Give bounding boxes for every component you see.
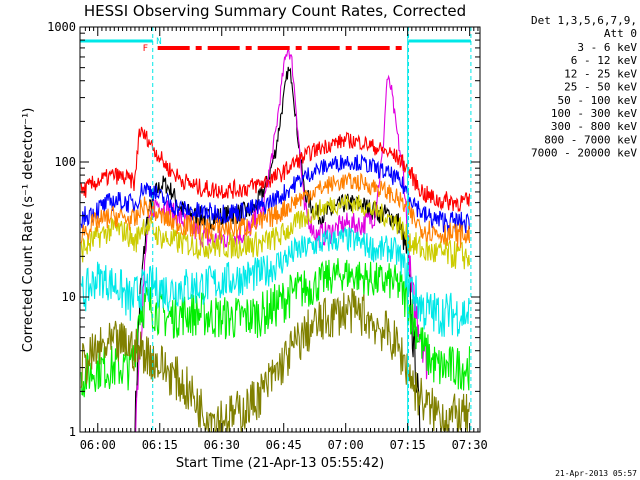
legend-entry-5: 50 - 100 keV — [558, 94, 638, 107]
y-tick-label: 1 — [69, 425, 76, 439]
legend-entry-3: 12 - 25 keV — [564, 67, 637, 80]
series-layer — [80, 48, 471, 433]
x-tick-label: 07:00 — [328, 438, 364, 452]
legend-entry-9: 7000 - 20000 keV — [531, 147, 637, 160]
legend-entry-8: 800 - 7000 keV — [544, 133, 637, 146]
y-tick-label: 100 — [54, 155, 76, 169]
flag-label-n: N — [156, 37, 161, 47]
chart-title: HESSI Observing Summary Count Rates, Cor… — [84, 2, 466, 20]
y-tick-label: 10 — [62, 290, 76, 304]
series-line-1 — [134, 66, 421, 433]
series-line-5 — [80, 194, 471, 270]
legend-entry-6: 100 - 300 keV — [551, 107, 637, 120]
flag-label-f: F — [143, 44, 148, 54]
flag-layer: FN — [80, 27, 472, 432]
series-line-6 — [80, 126, 471, 213]
legend-title: Det 1,3,5,6,7,9, — [531, 14, 637, 27]
x-axis-label: Start Time (21-Apr-13 05:55:42) — [176, 456, 384, 471]
axis-layer: 06:00 06:15 06:30 06:45 07:00 07:15 07:30 1 10 10… — [47, 20, 488, 452]
legend-entry-2: 6 - 12 keV — [571, 54, 638, 67]
legend-entry-4: 25 - 50 keV — [564, 81, 637, 94]
series-line-9 — [80, 288, 471, 433]
legend-entry-7: 300 - 800 keV — [551, 120, 637, 133]
x-tick-label: 06:45 — [266, 438, 302, 452]
x-tick-label: 07:30 — [452, 438, 488, 452]
legend-subtitle: Att 0 — [604, 27, 637, 40]
series-line-8 — [80, 172, 471, 248]
y-tick-label: 1000 — [47, 20, 76, 34]
x-tick-label: 06:00 — [80, 438, 116, 452]
y-axis-label: Corrected Count Rate (s⁻¹ detector⁻¹) — [21, 108, 36, 353]
series-line-7 — [80, 153, 471, 234]
x-tick-label: 06:30 — [204, 438, 240, 452]
x-tick-label: 06:15 — [142, 438, 178, 452]
timestamp: 21-Apr-2013 05:57 — [555, 469, 637, 478]
series-line-4 — [80, 226, 471, 337]
legend-entry-1: 3 - 6 keV — [577, 41, 637, 54]
x-tick-label: 07:15 — [390, 438, 426, 452]
